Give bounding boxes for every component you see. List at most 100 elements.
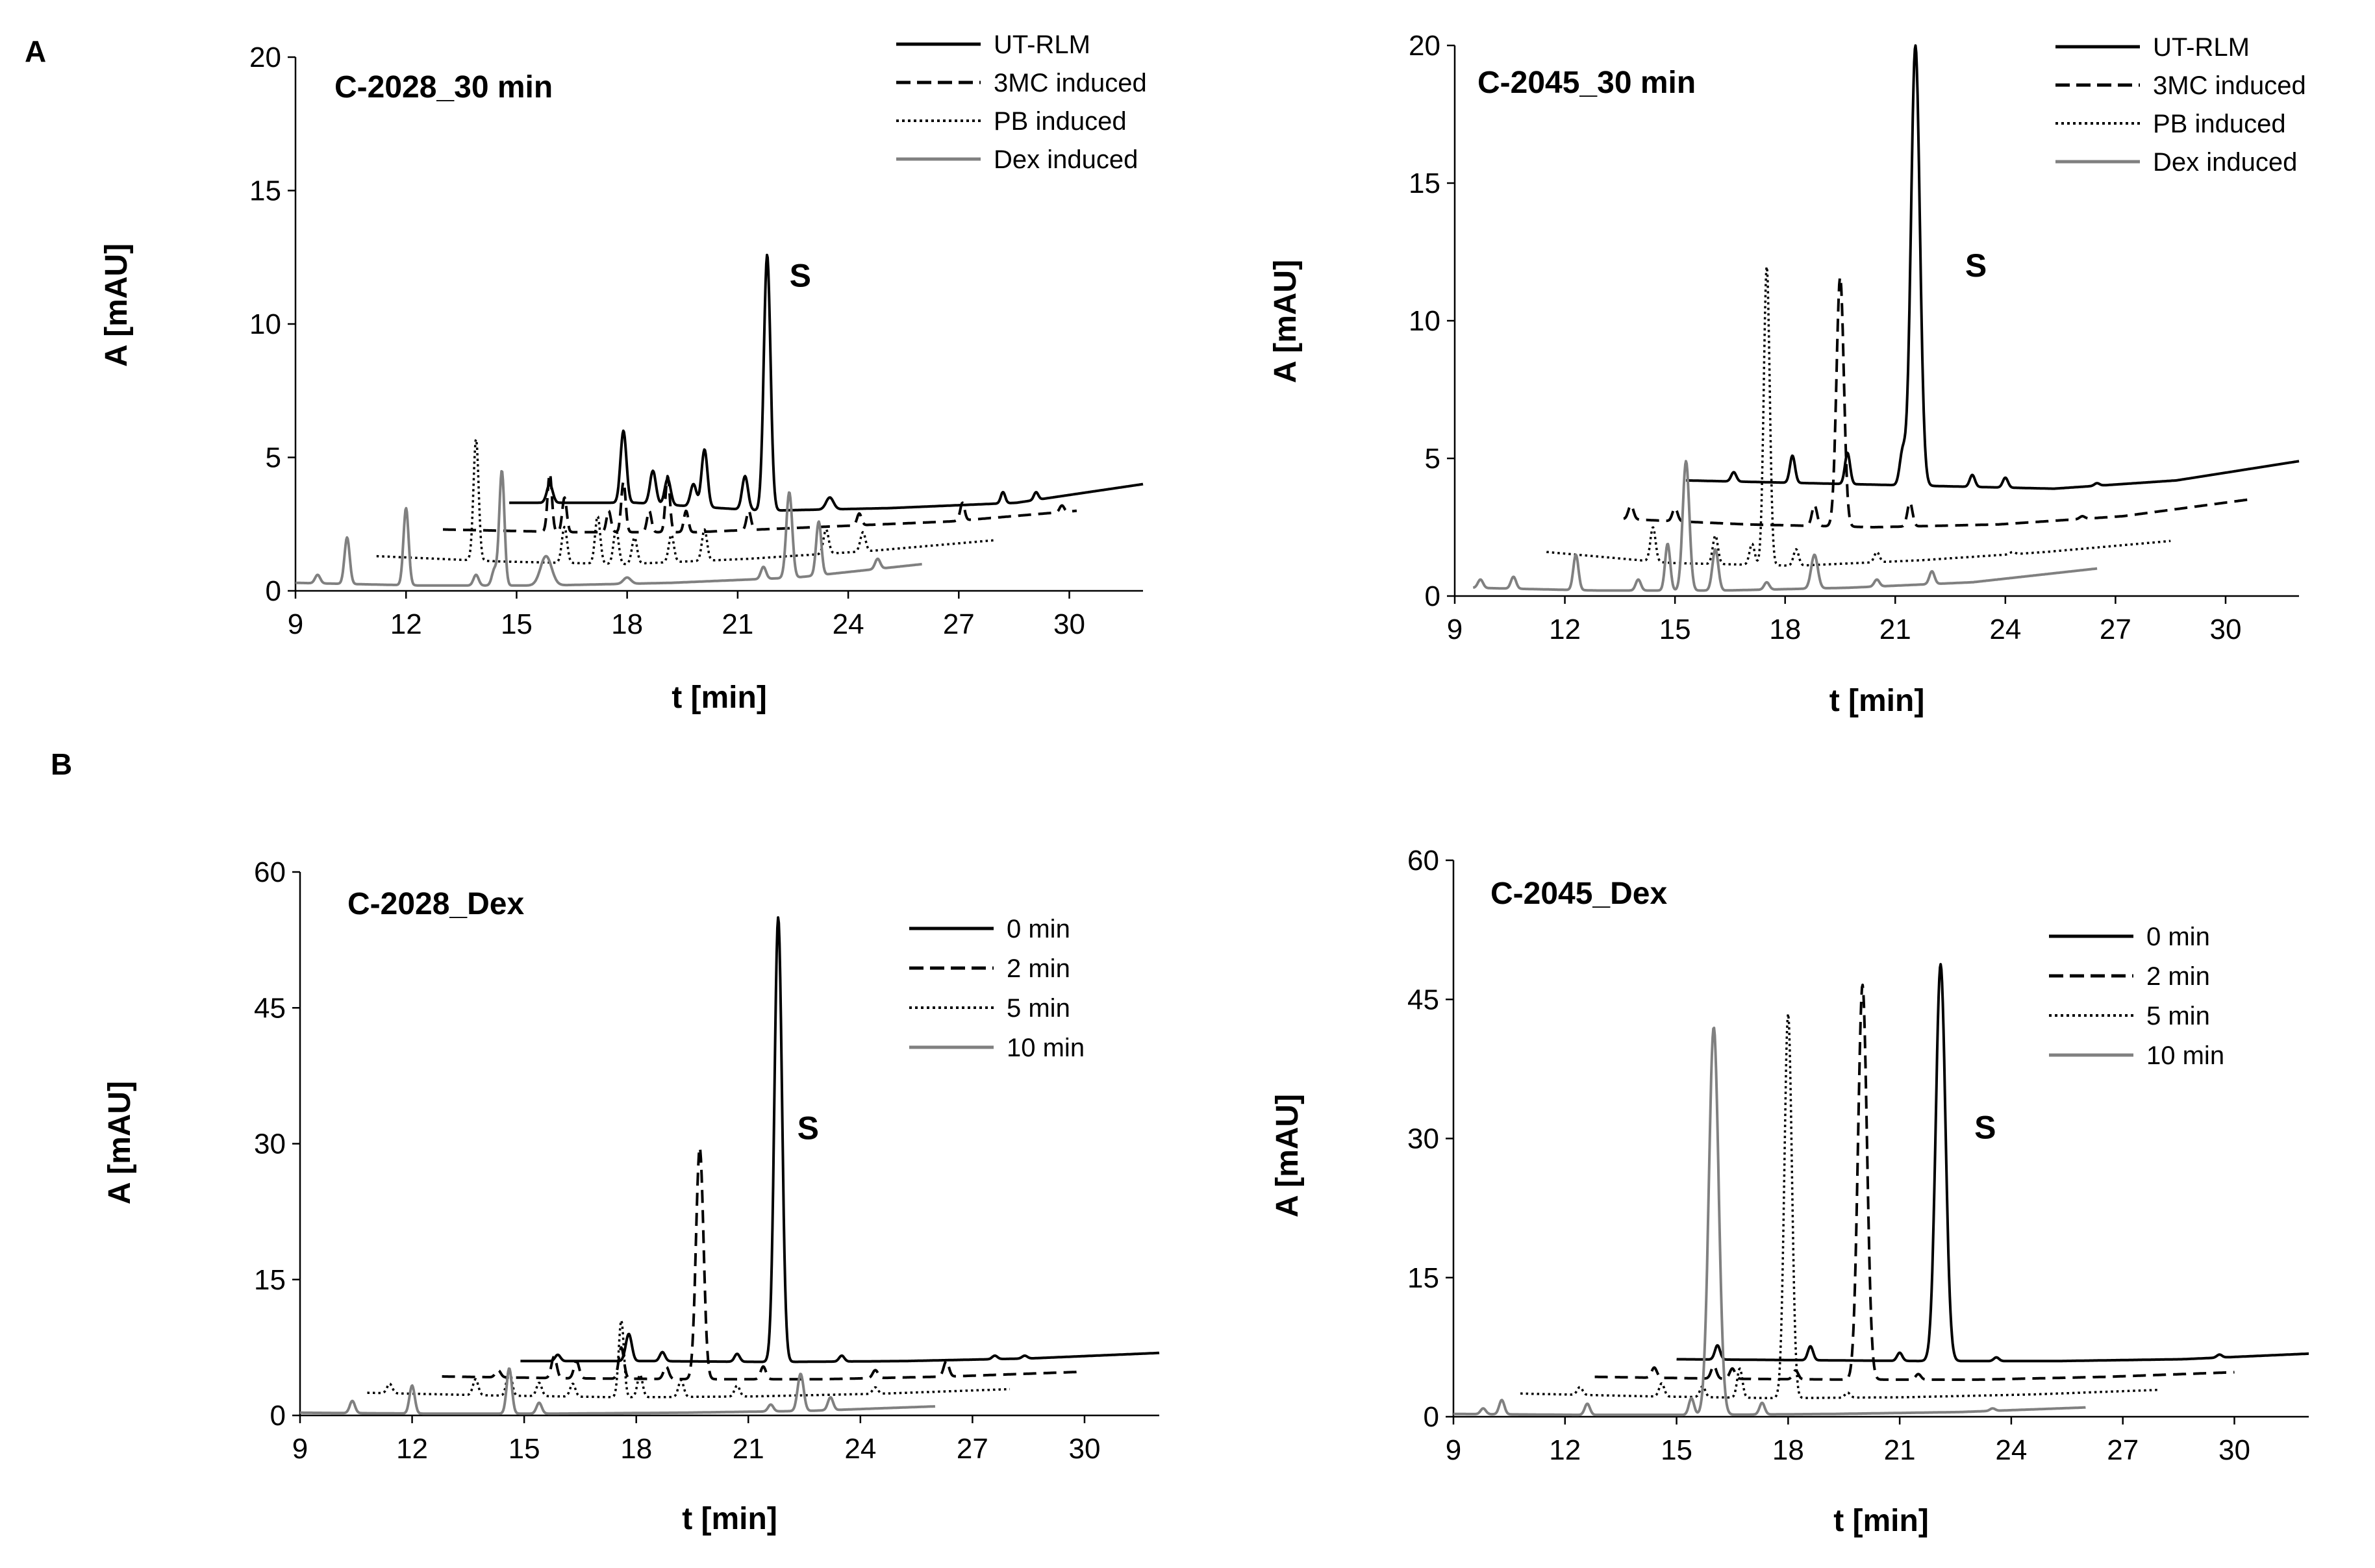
legend-label: 5 min (1007, 994, 1070, 1023)
x-tick-label: 27 (2107, 1434, 2139, 1466)
x-tick-label: 21 (733, 1433, 764, 1465)
y-axis-label: A [mAU] (99, 243, 134, 367)
y-tick-label: 0 (266, 575, 281, 607)
x-tick-label: 24 (1995, 1434, 2027, 1466)
x-tick-label: 15 (501, 608, 533, 640)
legend-label: 3MC induced (994, 69, 1147, 97)
series-line-1 (520, 916, 1160, 1363)
chart-c2045-dex: 0 15 30 45 60 9 12 15 18 21 24 27 30 t [min] A [mAU] C-… (1270, 845, 2309, 1538)
legend-label: 3MC induced (2153, 71, 2306, 100)
x-axis-label: t [min] (682, 1502, 777, 1536)
series-line-4 (1472, 460, 2098, 592)
x-tick-label: 12 (390, 608, 422, 640)
series-line-3 (376, 438, 996, 566)
y-tick-label: 60 (254, 856, 286, 888)
legend-label: 10 min (2146, 1041, 2224, 1070)
x-tick-label: 27 (957, 1433, 988, 1465)
y-tick-label: 0 (270, 1400, 286, 1432)
series-line-3 (1546, 266, 2171, 567)
legend-label: 0 min (1007, 915, 1070, 943)
x-tick-label: 12 (396, 1433, 428, 1465)
y-tick-label: 5 (266, 442, 281, 474)
panel-label-a: A (25, 34, 47, 68)
y-tick-label: 30 (1407, 1123, 1439, 1155)
chart-title: C-2045_Dex (1490, 877, 1667, 911)
series-line-1 (509, 253, 1144, 512)
x-tick-label: 27 (943, 608, 975, 640)
legend-label: UT-RLM (994, 31, 1090, 59)
chart-title: C-2045_30 min (1477, 66, 1696, 100)
y-tick-label: 10 (249, 308, 281, 340)
y-tick-label: 15 (249, 175, 281, 207)
x-tick-label: 30 (2209, 614, 2241, 645)
y-tick-label: 45 (254, 992, 286, 1024)
peak-label-s: S (790, 257, 811, 293)
chart-title: C-2028_Dex (347, 887, 524, 921)
x-tick-label: 30 (1053, 608, 1085, 640)
x-tick-label: 9 (1446, 1434, 1461, 1466)
x-tick-label: 15 (1661, 1434, 1692, 1466)
y-tick-label: 20 (249, 42, 281, 73)
series-line-4 (1453, 1027, 2087, 1417)
panel-label-b: B (51, 747, 73, 781)
y-tick-label: 15 (254, 1264, 286, 1296)
x-tick-label: 21 (1879, 614, 1911, 645)
x-tick-label: 24 (1989, 614, 2021, 645)
series-line-2 (441, 1146, 1078, 1381)
x-tick-label: 18 (620, 1433, 652, 1465)
chart-c2028-30min: 0 5 10 15 20 9 12 15 18 21 24 27 30 t [min] A [mAU] C-2… (99, 31, 1147, 715)
chart-c2028-dex: 0 15 30 45 60 9 12 15 18 21 24 27 30 t [min] A [mAU] C-… (103, 856, 1160, 1536)
x-tick-label: 9 (1447, 614, 1463, 645)
y-tick-label: 0 (1425, 580, 1440, 612)
y-tick-label: 15 (1407, 1262, 1439, 1294)
legend-label: Dex induced (2153, 148, 2297, 177)
x-tick-label: 18 (611, 608, 643, 640)
x-tick-label: 24 (833, 608, 864, 640)
peak-label-s: S (798, 1110, 819, 1147)
x-tick-label: 21 (1884, 1434, 1916, 1466)
x-tick-label: 18 (1772, 1434, 1804, 1466)
x-tick-label: 30 (1068, 1433, 1100, 1465)
series-line-4 (299, 1367, 936, 1415)
x-tick-label: 24 (844, 1433, 876, 1465)
legend-label: 2 min (2146, 962, 2210, 991)
x-tick-label: 12 (1549, 614, 1581, 645)
legend-label: 10 min (1007, 1034, 1085, 1062)
y-tick-label: 0 (1424, 1401, 1439, 1433)
series-line-1 (1685, 44, 2300, 490)
y-tick-label: 30 (254, 1128, 286, 1160)
x-tick-label: 15 (509, 1433, 540, 1465)
legend-label: PB induced (994, 107, 1127, 136)
x-axis-label: t [min] (1829, 684, 1925, 718)
x-tick-label: 18 (1769, 614, 1801, 645)
series-line-2 (1594, 983, 2235, 1381)
x-axis-label: t [min] (1833, 1504, 1929, 1538)
legend-label: 0 min (2146, 923, 2210, 951)
x-tick-label: 15 (1659, 614, 1691, 645)
y-tick-label: 5 (1425, 443, 1440, 475)
x-tick-label: 9 (292, 1433, 308, 1465)
y-tick-label: 10 (1409, 305, 1440, 337)
legend-label: Dex induced (994, 145, 1138, 174)
y-tick-label: 15 (1409, 168, 1440, 199)
peak-label-s: S (1974, 1110, 1996, 1146)
legend-label: PB induced (2153, 110, 2286, 138)
y-tick-label: 20 (1409, 30, 1440, 62)
x-tick-label: 30 (2218, 1434, 2250, 1466)
series-line-1 (1676, 963, 2309, 1363)
x-tick-label: 9 (288, 608, 303, 640)
series-line-2 (442, 472, 1077, 534)
legend-label: 2 min (1007, 954, 1070, 983)
x-axis-label: t [min] (672, 680, 767, 715)
chart-title: C-2028_30 min (334, 70, 553, 105)
y-axis-label: A [mAU] (103, 1081, 137, 1204)
x-tick-label: 21 (722, 608, 753, 640)
chart-c2045-30min: 0 5 10 15 20 9 12 15 18 21 24 27 30 t [min] A [mAU] C-2… (1268, 30, 2306, 718)
y-tick-label: 45 (1407, 984, 1439, 1015)
legend-label: 5 min (2146, 1002, 2210, 1030)
legend-label: UT-RLM (2153, 33, 2250, 62)
x-tick-label: 12 (1549, 1434, 1581, 1466)
peak-label-s: S (1965, 247, 1987, 284)
series-line-2 (1623, 276, 2248, 529)
